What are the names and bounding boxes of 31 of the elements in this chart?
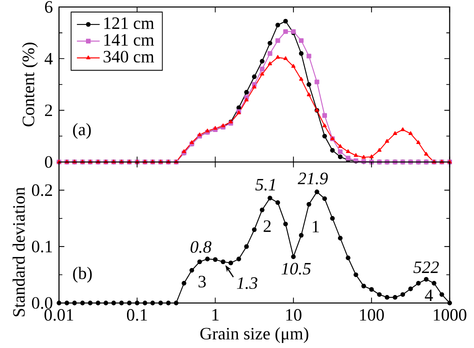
y-tick-label: 0.2 xyxy=(32,184,52,196)
annotation: 1.3 xyxy=(236,277,258,290)
x-tick-label: 100 xyxy=(360,309,384,321)
annotation: 2 xyxy=(264,220,271,232)
annotation: (b) xyxy=(73,266,92,283)
annotation: 4 xyxy=(424,290,433,301)
x-tick-label: 10 xyxy=(286,309,302,321)
y-tick-label: 0 xyxy=(44,156,52,168)
x-tick-label: 1 xyxy=(212,309,219,320)
annotation: 21.9 xyxy=(298,172,328,184)
x-tick-label: 0.01 xyxy=(44,309,74,321)
annotation: 10.5 xyxy=(282,262,311,275)
y-axis-title: Standard deviation xyxy=(12,187,25,316)
y-axis-title: Content (%) xyxy=(22,42,38,126)
annotation: 522 xyxy=(413,261,439,274)
y-tick-label: 4 xyxy=(44,52,53,64)
annotation: 1 xyxy=(312,220,319,232)
legend-label: 121 cm xyxy=(104,17,154,30)
annotation: 5.1 xyxy=(255,178,275,191)
y-tick-label: 0.0 xyxy=(32,297,52,309)
y-tick-label: 2 xyxy=(45,104,52,116)
y-tick-label: 0.1 xyxy=(32,240,52,252)
x-tick-label: 0.1 xyxy=(126,309,147,321)
annotation: (a) xyxy=(73,123,91,139)
legend-label: 141 cm xyxy=(104,34,154,46)
y-tick-label: 6 xyxy=(45,1,52,13)
annotation: 3 xyxy=(198,276,206,288)
x-axis-title: Grain size (μm) xyxy=(200,327,308,344)
annotation: 0.8 xyxy=(190,241,212,253)
x-tick-label: 1000 xyxy=(434,309,466,321)
legend-label: 340 cm xyxy=(104,50,154,63)
